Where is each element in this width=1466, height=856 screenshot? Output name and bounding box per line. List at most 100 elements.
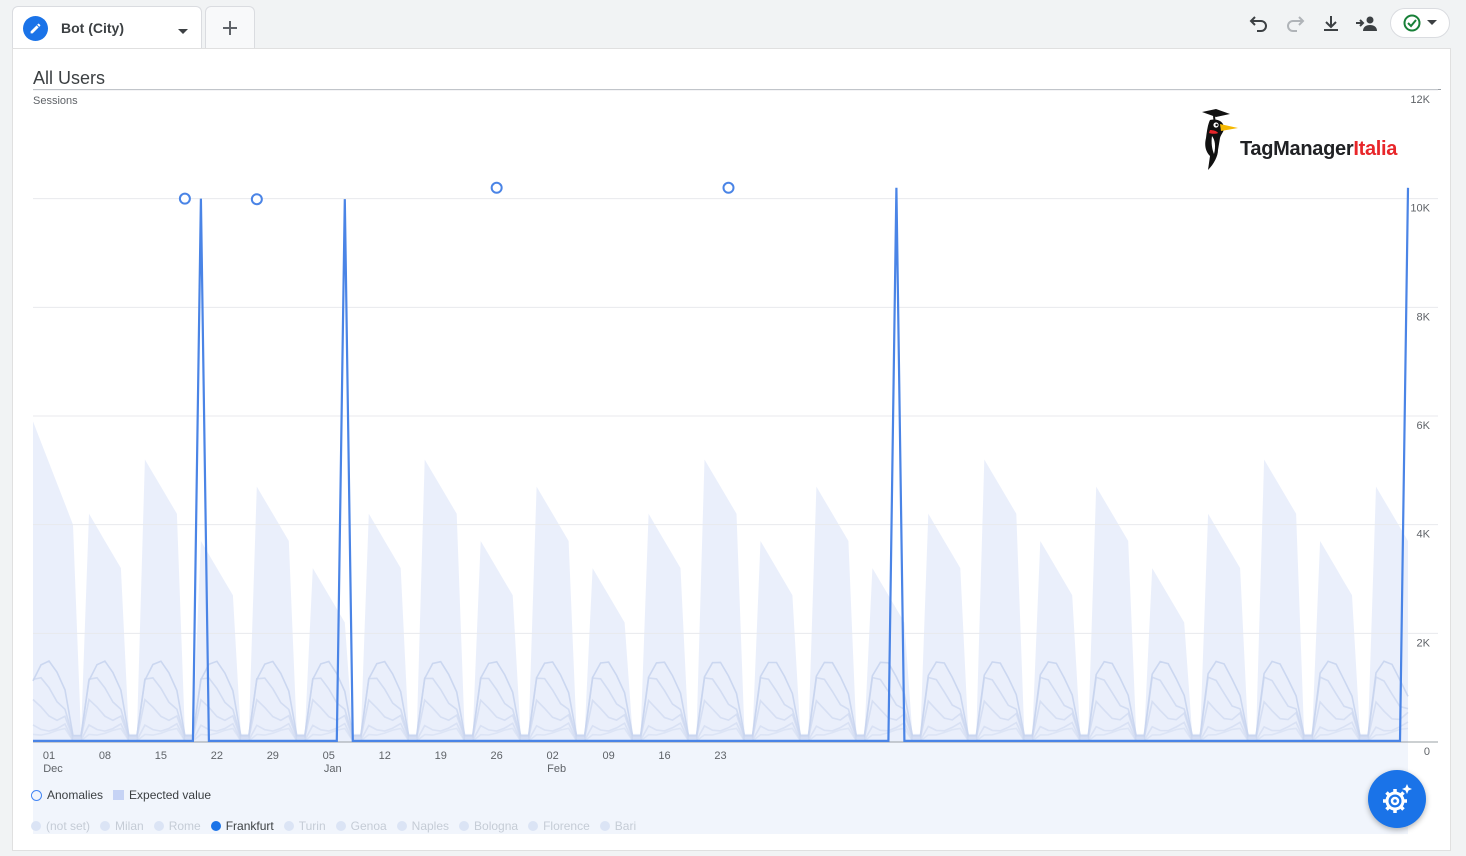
- chart-legend: Anomalies Expected value: [31, 788, 221, 802]
- y-tick-label: 6K: [1417, 420, 1431, 432]
- anomaly-marker: [178, 192, 191, 205]
- series-color-dot: [396, 821, 407, 831]
- legend-expected[interactable]: Expected value: [113, 788, 211, 802]
- legend-city-item[interactable]: Bologna: [459, 819, 518, 833]
- legend-anomalies-label: Anomalies: [47, 788, 104, 802]
- series-color-dot: [153, 821, 164, 831]
- legend-city-label: (not set): [46, 819, 91, 833]
- legend-city-label: Milan: [115, 819, 144, 833]
- x-tick-label: 02: [546, 750, 558, 762]
- legend-city-item[interactable]: (not set): [31, 819, 90, 833]
- x-tick-month-label: Jan: [324, 763, 342, 775]
- expected-value-area-lower: [33, 742, 1408, 834]
- y-tick-label: 8K: [1417, 311, 1431, 323]
- x-tick-label: 01: [43, 750, 55, 762]
- toolbar: [1238, 8, 1450, 38]
- series-color-dot: [210, 821, 221, 831]
- expected-value-band: [33, 421, 1408, 834]
- chevron-down-icon[interactable]: [177, 23, 189, 41]
- legend-city-item[interactable]: Rome: [153, 819, 201, 833]
- save-status-button[interactable]: [1390, 8, 1450, 38]
- x-tick-label: 09: [602, 750, 614, 762]
- expected-value-icon: [113, 790, 125, 800]
- brand-name-red: Italia: [1353, 138, 1398, 160]
- insights-settings-button[interactable]: [1368, 770, 1426, 828]
- legend-city-item[interactable]: Genoa: [335, 819, 387, 833]
- frankfurt-series: [33, 181, 1410, 742]
- city-legend: (not set) Milan Rome Frankfurt Turin Genoa Nap…: [31, 819, 646, 833]
- expected-value-area: [33, 421, 1408, 742]
- legend-city-item[interactable]: Naples: [396, 819, 450, 833]
- gear-sparkle-icon: [1383, 784, 1412, 813]
- tab-title: Bot (City): [61, 20, 124, 36]
- undo-icon[interactable]: [1244, 9, 1274, 37]
- tab-bar: Bot (City): [0, 0, 1466, 48]
- series-color-dot: [599, 821, 610, 831]
- segment-title: All Users: [33, 68, 106, 88]
- y-tick-label: 2K: [1417, 637, 1431, 649]
- series-color-dot: [283, 821, 294, 831]
- x-tick-label: 08: [99, 750, 111, 762]
- legend-city-item[interactable]: Milan: [100, 819, 144, 833]
- legend-city-item[interactable]: Frankfurt: [210, 819, 274, 833]
- chevron-down-icon: [1427, 20, 1437, 25]
- faded-series-line: [32, 721, 1409, 742]
- brand-name-black: TagManager: [1240, 138, 1354, 160]
- tab-bot-city[interactable]: Bot (City): [12, 6, 202, 48]
- x-tick-label: 05: [323, 750, 335, 762]
- legend-city-item[interactable]: Bari: [599, 819, 637, 833]
- check-circle-icon: [1403, 14, 1421, 32]
- metric-label: Sessions: [33, 95, 78, 107]
- x-tick-label: 23: [714, 750, 726, 762]
- anomaly-marker: [722, 181, 735, 194]
- plus-icon: [223, 20, 237, 35]
- series-color-dot: [335, 821, 346, 831]
- x-tick-month-label: Feb: [547, 763, 566, 775]
- legend-city-label: Bologna: [474, 819, 519, 833]
- brand-logo: TagManagerItalia: [1196, 108, 1426, 172]
- faded-series-line: [32, 659, 1409, 737]
- y-tick-label: 0: [1424, 746, 1430, 758]
- brand-name: TagManagerItalia: [1240, 138, 1397, 161]
- legend-city-label: Genoa: [350, 819, 387, 833]
- anomaly-ring-icon: [31, 789, 42, 801]
- pencil-icon[interactable]: [23, 16, 48, 41]
- legend-city-label: Turin: [298, 819, 326, 833]
- woodpecker-mascot-icon: [1202, 109, 1238, 170]
- y-tick-label: 10K: [1410, 203, 1430, 215]
- faded-series-line: [32, 698, 1409, 740]
- anomaly-marker: [250, 193, 263, 206]
- download-icon[interactable]: [1316, 9, 1346, 37]
- faded-series-line: [32, 727, 1409, 742]
- series-color-dot: [528, 821, 539, 831]
- redo-icon[interactable]: [1280, 9, 1310, 37]
- y-axis: 0 2K 4K 6K 8K 10K 12K: [1410, 94, 1430, 758]
- faded-series-line: [32, 675, 1409, 738]
- other-cities-series: [32, 659, 1409, 742]
- x-tick-label: 26: [491, 750, 503, 762]
- legend-city-label: Frankfurt: [225, 819, 274, 833]
- frankfurt-line: [33, 187, 1410, 742]
- add-tab-button[interactable]: [205, 6, 255, 48]
- anomaly-marker: [490, 181, 503, 194]
- y-tick-label: 4K: [1417, 529, 1431, 541]
- legend-city-label: Florence: [543, 819, 590, 833]
- x-tick-label: 16: [658, 750, 670, 762]
- legend-city-label: Bari: [614, 819, 637, 833]
- share-users-icon[interactable]: [1352, 9, 1382, 37]
- x-tick-label: 29: [267, 750, 279, 762]
- legend-anomalies[interactable]: Anomalies: [31, 788, 103, 802]
- x-tick-month-label: Dec: [43, 763, 63, 775]
- series-color-dot: [100, 821, 111, 831]
- legend-city-label: Rome: [168, 819, 201, 833]
- x-tick-label: 22: [211, 750, 223, 762]
- legend-expected-label: Expected value: [129, 788, 212, 802]
- x-tick-label: 15: [155, 750, 167, 762]
- x-tick-label: 12: [379, 750, 391, 762]
- legend-city-label: Naples: [411, 819, 450, 833]
- series-color-dot: [31, 821, 41, 831]
- x-tick-label: 19: [435, 750, 447, 762]
- legend-city-item[interactable]: Florence: [528, 819, 590, 833]
- legend-city-item[interactable]: Turin: [283, 819, 326, 833]
